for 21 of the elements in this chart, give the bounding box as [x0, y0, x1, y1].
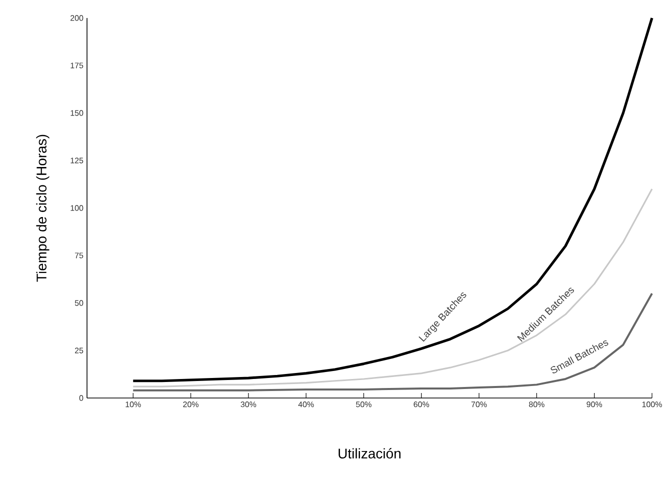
y-tick-label: 175 — [70, 62, 84, 68]
y-tick-label: 0 — [79, 395, 84, 401]
x-tick-label: 100% — [642, 402, 662, 408]
y-tick-label: 100 — [70, 205, 84, 211]
x-axis-title: Utilización — [338, 448, 400, 458]
x-tick-label: 50% — [356, 402, 372, 408]
x-tick-label: 30% — [240, 402, 256, 408]
y-tick-label: 50 — [74, 300, 84, 306]
y-tick-label: 125 — [70, 158, 84, 164]
x-tick-label: 90% — [586, 402, 602, 408]
y-tick-label: 25 — [74, 348, 84, 354]
y-axis-title: Tiempo de ciclo (Horas) — [36, 134, 50, 282]
x-tick-label: 40% — [298, 402, 314, 408]
y-tick-label: 75 — [74, 252, 84, 258]
x-tick-label: 70% — [471, 402, 487, 408]
y-tick-label: 200 — [70, 15, 84, 21]
y-tick-label: 150 — [70, 110, 84, 116]
x-tick-label: 10% — [126, 402, 141, 408]
x-tick-label: 80% — [529, 402, 544, 408]
x-tick-label: 60% — [414, 402, 430, 408]
x-tick-label: 20% — [183, 402, 198, 408]
